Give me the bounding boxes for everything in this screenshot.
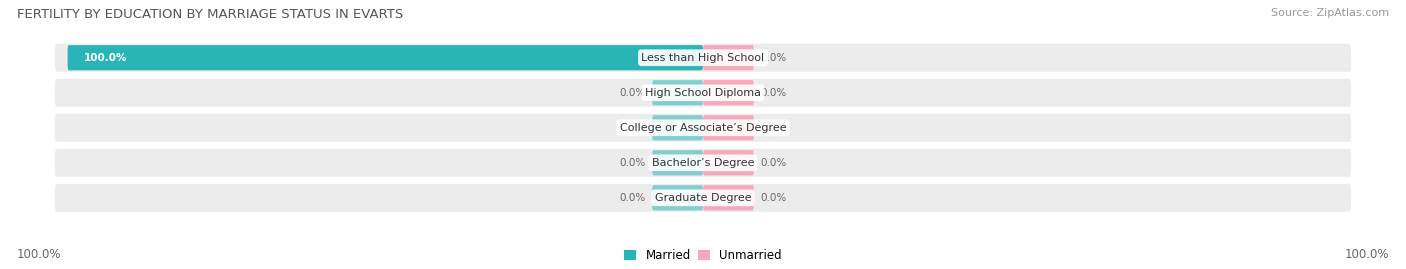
Text: Less than High School: Less than High School: [641, 53, 765, 63]
Text: 100.0%: 100.0%: [83, 53, 127, 63]
FancyBboxPatch shape: [652, 115, 703, 140]
Text: Source: ZipAtlas.com: Source: ZipAtlas.com: [1271, 8, 1389, 18]
Text: High School Diploma: High School Diploma: [645, 88, 761, 98]
Text: 0.0%: 0.0%: [761, 123, 786, 133]
FancyBboxPatch shape: [652, 185, 703, 210]
Legend: Married, Unmarried: Married, Unmarried: [620, 244, 786, 267]
Text: 0.0%: 0.0%: [761, 53, 786, 63]
Text: College or Associate’s Degree: College or Associate’s Degree: [620, 123, 786, 133]
FancyBboxPatch shape: [652, 80, 703, 105]
FancyBboxPatch shape: [55, 44, 1351, 72]
FancyBboxPatch shape: [55, 184, 1351, 212]
FancyBboxPatch shape: [703, 115, 754, 140]
FancyBboxPatch shape: [652, 150, 703, 175]
Text: 0.0%: 0.0%: [761, 88, 786, 98]
Text: 100.0%: 100.0%: [17, 248, 62, 261]
Text: 0.0%: 0.0%: [620, 193, 645, 203]
FancyBboxPatch shape: [703, 150, 754, 175]
FancyBboxPatch shape: [703, 45, 754, 70]
Text: FERTILITY BY EDUCATION BY MARRIAGE STATUS IN EVARTS: FERTILITY BY EDUCATION BY MARRIAGE STATU…: [17, 8, 404, 21]
Text: 100.0%: 100.0%: [1344, 248, 1389, 261]
FancyBboxPatch shape: [67, 45, 703, 70]
FancyBboxPatch shape: [703, 185, 754, 210]
FancyBboxPatch shape: [55, 79, 1351, 107]
Text: 0.0%: 0.0%: [620, 88, 645, 98]
FancyBboxPatch shape: [55, 114, 1351, 142]
Text: Bachelor’s Degree: Bachelor’s Degree: [652, 158, 754, 168]
Text: 0.0%: 0.0%: [620, 158, 645, 168]
Text: 0.0%: 0.0%: [761, 193, 786, 203]
Text: 0.0%: 0.0%: [620, 123, 645, 133]
FancyBboxPatch shape: [703, 80, 754, 105]
Text: 0.0%: 0.0%: [761, 158, 786, 168]
Text: Graduate Degree: Graduate Degree: [655, 193, 751, 203]
FancyBboxPatch shape: [55, 149, 1351, 177]
